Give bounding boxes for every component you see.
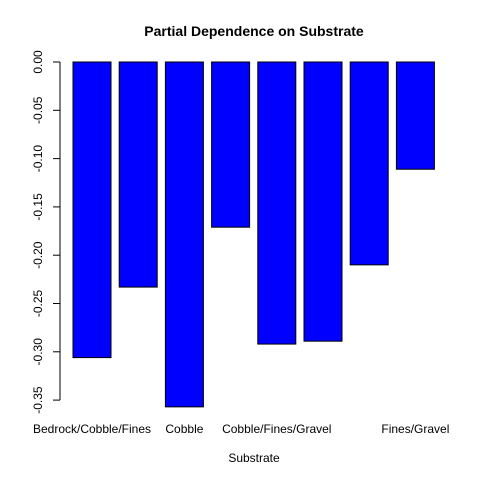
x-tick-label: Cobble [165, 422, 203, 436]
y-tick-label: -0.10 [31, 145, 45, 173]
bars [72, 61, 435, 408]
bar [303, 61, 343, 342]
x-axis-labels: Bedrock/Cobble/Fines Cobble Cobble/Fines/G… [33, 422, 449, 436]
x-tick-label: Bedrock/Cobble/Fines [33, 422, 151, 436]
y-tick-label: -0.35 [31, 386, 45, 414]
chart-title: Partial Dependence on Substrate [144, 23, 364, 39]
y-tick-label: -0.15 [31, 193, 45, 221]
bar [118, 61, 158, 288]
x-axis-label: Substrate [228, 451, 280, 465]
y-tick-label: -0.30 [31, 338, 45, 366]
bar [164, 61, 204, 408]
y-tick-label: -0.05 [31, 96, 45, 124]
bar [349, 61, 389, 266]
y-tick-label: -0.20 [31, 241, 45, 269]
x-tick-label: Fines/Gravel [381, 422, 449, 436]
bar [395, 61, 435, 170]
bar [72, 61, 112, 359]
y-tick-label: 0.00 [31, 50, 45, 74]
y-tick-label: -0.25 [31, 290, 45, 318]
y-axis: 0.00 -0.05 -0.10 -0.15 -0.20 -0.25 -0.30 -0.35 [31, 50, 61, 414]
bar [211, 61, 251, 228]
bar [257, 61, 297, 345]
x-tick-label: Cobble/Fines/Gravel [222, 422, 331, 436]
